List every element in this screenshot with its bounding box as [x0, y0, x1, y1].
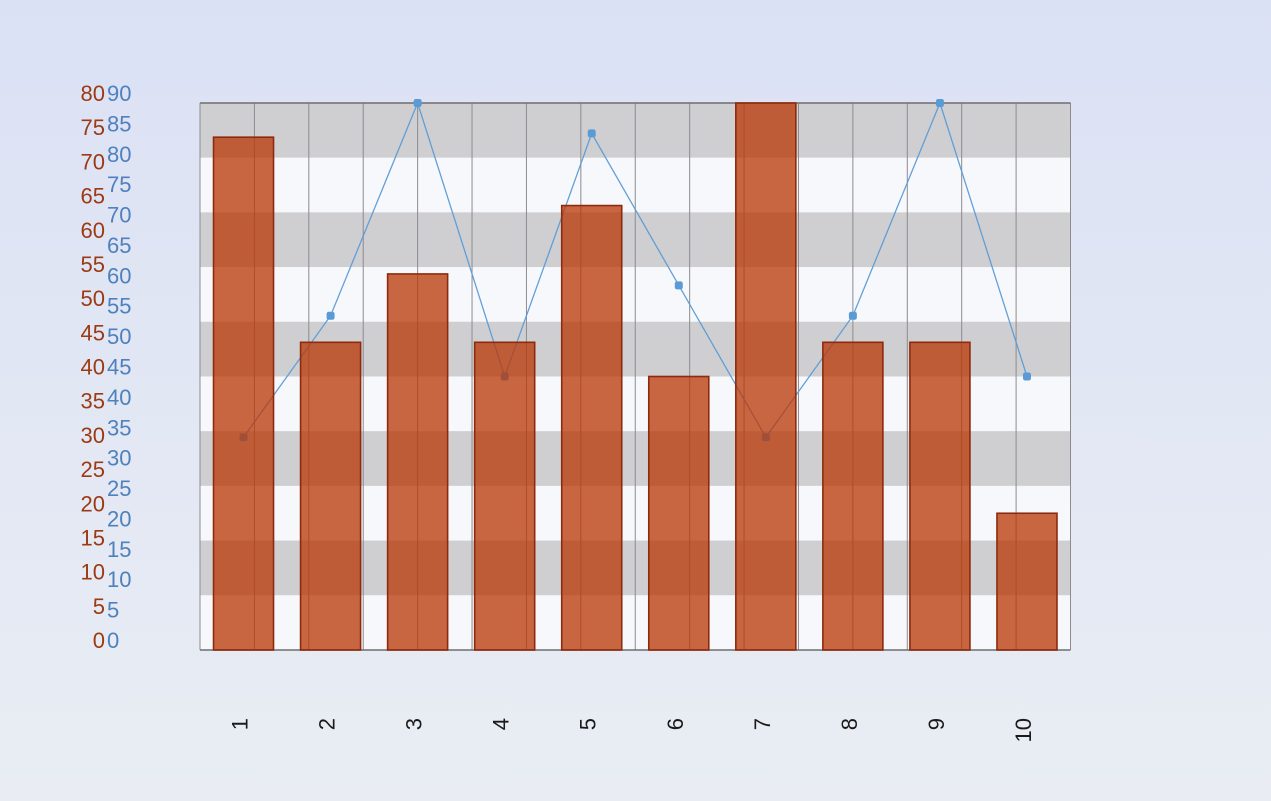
- svg-text:3: 3: [402, 718, 427, 730]
- svg-text:20: 20: [107, 506, 131, 531]
- svg-text:25: 25: [81, 457, 105, 482]
- svg-text:25: 25: [107, 476, 131, 501]
- svg-text:1: 1: [228, 718, 253, 730]
- svg-text:15: 15: [107, 537, 131, 562]
- svg-text:65: 65: [81, 184, 105, 209]
- svg-text:55: 55: [81, 252, 105, 277]
- svg-text:4: 4: [489, 718, 514, 730]
- svg-text:10: 10: [107, 567, 131, 592]
- svg-text:30: 30: [81, 423, 105, 448]
- svg-text:30: 30: [107, 446, 131, 471]
- svg-text:20: 20: [81, 491, 105, 516]
- svg-text:80: 80: [81, 81, 105, 106]
- svg-text:75: 75: [81, 115, 105, 140]
- svg-text:40: 40: [81, 355, 105, 380]
- svg-text:8: 8: [837, 718, 862, 730]
- svg-text:50: 50: [81, 286, 105, 311]
- svg-text:35: 35: [107, 415, 131, 440]
- svg-text:65: 65: [107, 233, 131, 258]
- svg-text:85: 85: [107, 111, 131, 136]
- svg-text:75: 75: [107, 172, 131, 197]
- svg-text:5: 5: [93, 594, 105, 619]
- svg-text:2: 2: [315, 718, 340, 730]
- svg-text:9: 9: [924, 718, 949, 730]
- svg-text:45: 45: [81, 320, 105, 345]
- svg-text:40: 40: [107, 385, 131, 410]
- svg-text:55: 55: [107, 294, 131, 319]
- svg-text:0: 0: [107, 628, 119, 653]
- svg-text:60: 60: [107, 263, 131, 288]
- svg-text:7: 7: [750, 718, 775, 730]
- svg-text:10: 10: [81, 560, 105, 585]
- svg-text:60: 60: [81, 218, 105, 243]
- svg-text:70: 70: [107, 203, 131, 228]
- svg-text:70: 70: [81, 149, 105, 174]
- svg-text:90: 90: [107, 81, 131, 106]
- svg-text:80: 80: [107, 142, 131, 167]
- svg-text:10: 10: [1011, 718, 1036, 742]
- svg-text:5: 5: [576, 718, 601, 730]
- svg-text:45: 45: [107, 355, 131, 380]
- svg-text:15: 15: [81, 525, 105, 550]
- svg-text:35: 35: [81, 389, 105, 414]
- svg-text:6: 6: [663, 718, 688, 730]
- svg-text:50: 50: [107, 324, 131, 349]
- svg-text:5: 5: [107, 598, 119, 623]
- svg-text:0: 0: [93, 628, 105, 653]
